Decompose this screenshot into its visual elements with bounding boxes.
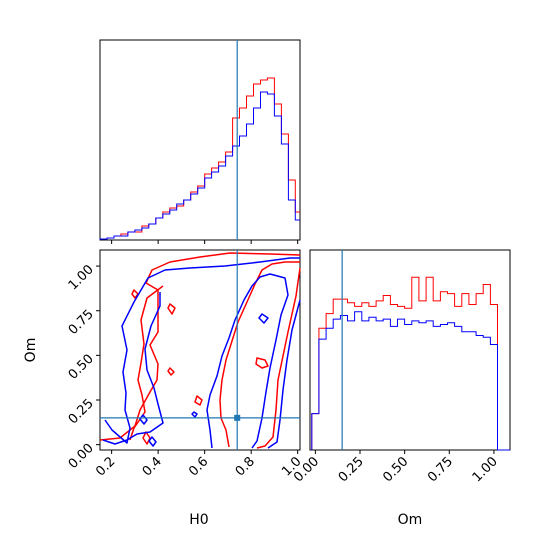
om-x-tick-label: 0.50 <box>380 454 411 485</box>
hist-om-red-series <box>311 276 510 451</box>
contour-red-island-2 <box>131 289 139 299</box>
truth-point <box>234 414 241 421</box>
contour-blue-island-4 <box>191 411 198 418</box>
contour-blue-island-2 <box>148 436 157 447</box>
contour-red-island-5 <box>167 367 175 376</box>
contour-frame <box>99 249 301 451</box>
contour-blue <box>102 257 301 449</box>
h0-tick-labels: 0.2 0.4 0.6 0.8 1.0 <box>93 454 304 479</box>
contour-red-island-6 <box>142 431 151 445</box>
h0-tick-label: 0.8 <box>233 454 258 479</box>
contour-panel <box>99 252 301 449</box>
contour-red-island-3 <box>255 357 269 369</box>
om-y-tick-label: 0.25 <box>66 396 97 427</box>
om-x-tick-label: 0.25 <box>336 454 367 485</box>
contour-red-island-4 <box>194 395 203 406</box>
y-axis-label-om: Om <box>23 338 39 363</box>
contour-blue-right <box>267 299 301 449</box>
x-axis-label-h0: H0 <box>189 512 208 528</box>
contour-red-outer <box>99 252 301 441</box>
hist-om-frame <box>309 249 511 451</box>
hist-om-blue-series <box>311 311 510 451</box>
om-y-tick-label: 0.75 <box>66 307 97 338</box>
om-y-tick-label: 0.50 <box>66 352 97 383</box>
x-axis-label-om: Om <box>398 512 423 528</box>
hist-h0-frame <box>99 39 301 241</box>
om-y-tick-label: 0.00 <box>66 441 97 472</box>
hist-h0-blue-series <box>99 91 300 240</box>
hist-h0-panel <box>99 77 300 240</box>
h0-tick-label: 0.2 <box>93 454 118 479</box>
h0-tick-label: 0.6 <box>186 454 211 479</box>
contour-blue-island-1 <box>258 313 269 324</box>
contour-blue-island-3 <box>139 414 148 425</box>
contour-blue-inner <box>206 273 289 449</box>
contour-red-island-1 <box>167 303 176 315</box>
contour-red-inner <box>219 261 300 448</box>
contour-red <box>99 252 301 449</box>
contour-blue-outer <box>104 257 300 444</box>
h0-tick-label: 0.4 <box>140 454 165 479</box>
om-x-tick-labels: 0.00 0.25 0.50 0.75 1.00 <box>291 454 501 485</box>
om-x-tick-label: 0.75 <box>425 454 456 485</box>
hist-om-panel <box>311 276 510 451</box>
om-y-tick-labels: 0.00 0.25 0.50 0.75 1.00 <box>66 262 97 472</box>
contour-red-mid <box>129 285 164 441</box>
om-y-tick-label: 1.00 <box>66 262 97 293</box>
truth-markers <box>100 40 343 450</box>
hist-h0-red-series <box>99 77 300 240</box>
contour-blue-mid <box>102 292 164 445</box>
tick-marks <box>96 240 495 454</box>
om-x-tick-label: 1.00 <box>470 454 501 485</box>
contour-red-right <box>256 267 301 449</box>
